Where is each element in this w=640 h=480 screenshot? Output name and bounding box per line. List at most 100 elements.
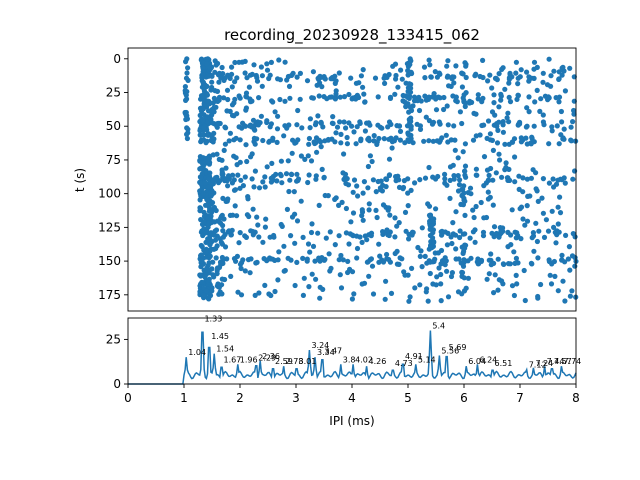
raster-point: [423, 254, 428, 259]
raster-point: [338, 253, 343, 258]
raster-point: [359, 73, 364, 78]
raster-point: [406, 299, 411, 304]
raster-point: [244, 159, 249, 164]
raster-point: [280, 224, 285, 229]
raster-point: [366, 274, 371, 279]
raster-point: [433, 69, 438, 74]
raster-point: [184, 132, 189, 137]
raster-y-ticks: 0255075100125150175: [98, 52, 128, 302]
raster-point: [551, 225, 556, 230]
raster-point: [184, 89, 189, 94]
histogram-x-tick-label: 8: [572, 391, 580, 405]
raster-point: [518, 206, 523, 211]
raster-point: [481, 233, 486, 238]
raster-point: [572, 264, 577, 269]
raster-point: [302, 276, 307, 281]
raster-point: [405, 137, 410, 142]
raster-point: [204, 61, 209, 66]
raster-point: [463, 164, 468, 169]
raster-point: [274, 178, 279, 183]
raster-point: [498, 98, 503, 103]
raster-point: [535, 296, 540, 301]
raster-point: [355, 93, 360, 98]
raster-point: [567, 66, 572, 71]
raster-point: [217, 157, 222, 162]
raster-point: [490, 109, 495, 114]
raster-point: [263, 217, 268, 222]
raster-point: [485, 277, 490, 282]
raster-point: [292, 189, 297, 194]
raster-point: [218, 260, 223, 265]
raster-point: [387, 119, 392, 124]
raster-point: [406, 203, 411, 208]
raster-point: [510, 207, 515, 212]
raster-point: [355, 246, 360, 251]
raster-point: [432, 257, 437, 262]
raster-point: [265, 164, 270, 169]
raster-point: [486, 118, 491, 123]
raster-point: [264, 61, 269, 66]
raster-point: [286, 158, 291, 163]
raster-point: [355, 193, 360, 198]
raster-point: [254, 136, 259, 141]
raster-point: [228, 76, 233, 81]
raster-point: [234, 136, 239, 141]
raster-point: [526, 79, 531, 84]
raster-point: [251, 118, 256, 123]
raster-point: [395, 174, 400, 179]
raster-point: [323, 193, 328, 198]
peak-label: 1.45: [211, 332, 229, 341]
raster-point: [462, 213, 467, 218]
raster-point: [270, 136, 275, 141]
raster-point: [463, 141, 468, 146]
raster-point: [559, 119, 564, 124]
raster-point: [400, 186, 405, 191]
raster-point: [410, 230, 415, 235]
raster-point: [320, 167, 325, 172]
raster-point: [345, 135, 350, 140]
raster-point: [231, 154, 236, 159]
raster-point: [532, 60, 537, 65]
raster-point: [551, 176, 556, 181]
raster-point: [529, 135, 534, 140]
raster-point: [393, 62, 398, 67]
raster-point: [443, 262, 448, 267]
raster-point: [270, 99, 275, 104]
raster-point: [232, 79, 237, 84]
raster-point: [294, 179, 299, 184]
histogram-y-ticks: 0 25: [106, 332, 128, 391]
raster-point: [354, 183, 359, 188]
raster-point: [272, 289, 277, 294]
raster-point: [361, 67, 366, 72]
raster-point: [508, 242, 513, 247]
raster-point: [549, 124, 554, 129]
raster-point: [492, 224, 497, 229]
raster-point: [420, 264, 425, 269]
raster-point: [514, 60, 519, 65]
raster-point: [499, 67, 504, 72]
raster-point: [381, 259, 386, 264]
raster-point: [554, 232, 559, 237]
raster-point: [510, 283, 515, 288]
raster-point: [342, 119, 347, 124]
raster-point: [235, 173, 240, 178]
raster-point: [209, 288, 214, 293]
raster-point: [212, 233, 217, 238]
raster-point: [262, 174, 267, 179]
raster-point: [275, 277, 280, 282]
raster-point: [211, 274, 216, 279]
raster-point: [541, 122, 546, 127]
raster-point: [429, 75, 434, 80]
raster-point: [299, 199, 304, 204]
raster-point: [222, 232, 227, 237]
raster-point: [468, 186, 473, 191]
raster-point: [461, 149, 466, 154]
raster-point: [508, 72, 513, 77]
raster-point: [570, 119, 575, 124]
raster-point: [436, 265, 441, 270]
raster-point: [524, 70, 529, 75]
raster-point: [529, 261, 534, 266]
raster-point: [551, 69, 556, 74]
raster-point: [436, 250, 441, 255]
raster-point: [225, 183, 230, 188]
